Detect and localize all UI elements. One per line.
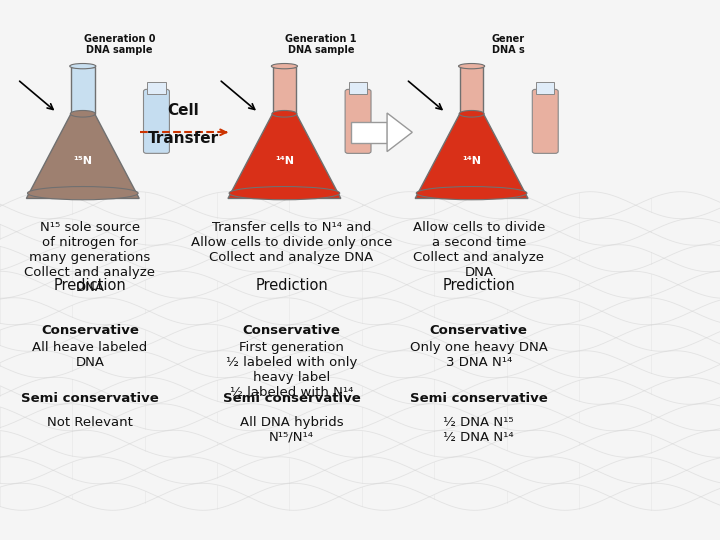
FancyBboxPatch shape [143,89,169,153]
Text: Semi conservative: Semi conservative [410,392,548,404]
Text: Generation 0
DNA sample: Generation 0 DNA sample [84,33,156,56]
Polygon shape [27,114,139,198]
FancyBboxPatch shape [272,67,297,114]
Text: Only one heavy DNA
3 DNA N¹⁴: Only one heavy DNA 3 DNA N¹⁴ [410,341,548,369]
Polygon shape [415,114,528,198]
Text: Transfer cells to N¹⁴ and
Allow cells to divide only once
Collect and analyze DN: Transfer cells to N¹⁴ and Allow cells to… [191,221,392,265]
Ellipse shape [459,64,485,69]
Text: Conservative: Conservative [41,324,139,337]
Ellipse shape [459,111,484,117]
Text: Not Relevant: Not Relevant [47,416,133,429]
Ellipse shape [229,186,340,200]
Text: Allow cells to divide
a second time
Collect and analyze
DNA: Allow cells to divide a second time Coll… [413,221,545,279]
Text: Semi conservative: Semi conservative [222,392,361,404]
FancyBboxPatch shape [351,122,387,143]
Polygon shape [387,113,413,152]
FancyBboxPatch shape [345,89,371,153]
Text: Semi conservative: Semi conservative [21,392,159,404]
Text: Generation 1
DNA sample: Generation 1 DNA sample [285,33,357,56]
Text: Conservative: Conservative [243,324,341,337]
FancyBboxPatch shape [349,83,367,93]
Polygon shape [228,114,341,198]
Text: All DNA hybrids
N¹⁵/N¹⁴: All DNA hybrids N¹⁵/N¹⁴ [240,416,343,444]
Ellipse shape [70,64,96,69]
Text: First generation
½ labeled with only
heavy label
½ labeled with N¹⁴: First generation ½ labeled with only hea… [226,341,357,399]
Text: Transfer: Transfer [148,131,219,146]
Ellipse shape [416,186,527,200]
Ellipse shape [271,64,297,69]
Text: ¹⁵N: ¹⁵N [73,157,92,166]
Text: All heave labeled
DNA: All heave labeled DNA [32,341,148,369]
Text: ¹⁴N: ¹⁴N [275,157,294,166]
FancyBboxPatch shape [460,67,484,114]
FancyBboxPatch shape [536,83,554,93]
Text: Cell: Cell [168,103,199,118]
Ellipse shape [272,111,297,117]
Ellipse shape [71,111,95,117]
Text: Gener
DNA s: Gener DNA s [492,33,525,56]
Text: N¹⁵ sole source
of nitrogen for
many generations
Collect and analyze
DNA: N¹⁵ sole source of nitrogen for many gen… [24,221,156,294]
Text: Prediction: Prediction [255,278,328,293]
Text: Prediction: Prediction [53,278,127,293]
Text: Prediction: Prediction [442,278,516,293]
Ellipse shape [27,186,138,200]
FancyBboxPatch shape [71,67,95,114]
FancyBboxPatch shape [532,89,558,153]
FancyBboxPatch shape [148,83,166,93]
Text: ½ DNA N¹⁵
½ DNA N¹⁴: ½ DNA N¹⁵ ½ DNA N¹⁴ [444,416,514,444]
Text: ¹⁴N: ¹⁴N [462,157,481,166]
Text: Conservative: Conservative [430,324,528,337]
